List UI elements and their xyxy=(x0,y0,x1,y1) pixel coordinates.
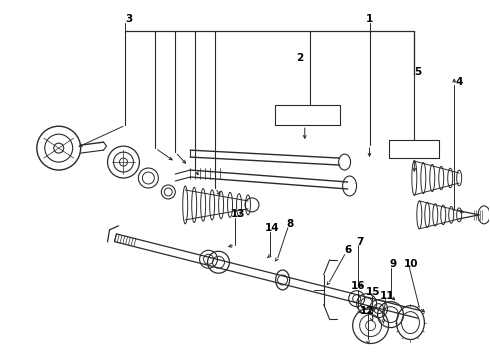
Text: 9: 9 xyxy=(390,259,397,269)
Text: 1: 1 xyxy=(366,14,373,24)
Text: 6: 6 xyxy=(344,245,351,255)
Text: 10: 10 xyxy=(404,259,418,269)
Text: 8: 8 xyxy=(286,219,294,229)
Text: 11: 11 xyxy=(380,291,395,301)
Text: 2: 2 xyxy=(296,54,303,63)
Text: 7: 7 xyxy=(356,237,363,247)
Text: 13: 13 xyxy=(231,209,245,219)
Text: 4: 4 xyxy=(456,77,463,87)
Text: 16: 16 xyxy=(350,280,365,291)
Text: 5: 5 xyxy=(414,67,421,77)
Text: 12: 12 xyxy=(360,306,375,316)
Text: 3: 3 xyxy=(125,14,132,24)
Text: 15: 15 xyxy=(366,287,381,297)
Text: 14: 14 xyxy=(265,223,279,233)
